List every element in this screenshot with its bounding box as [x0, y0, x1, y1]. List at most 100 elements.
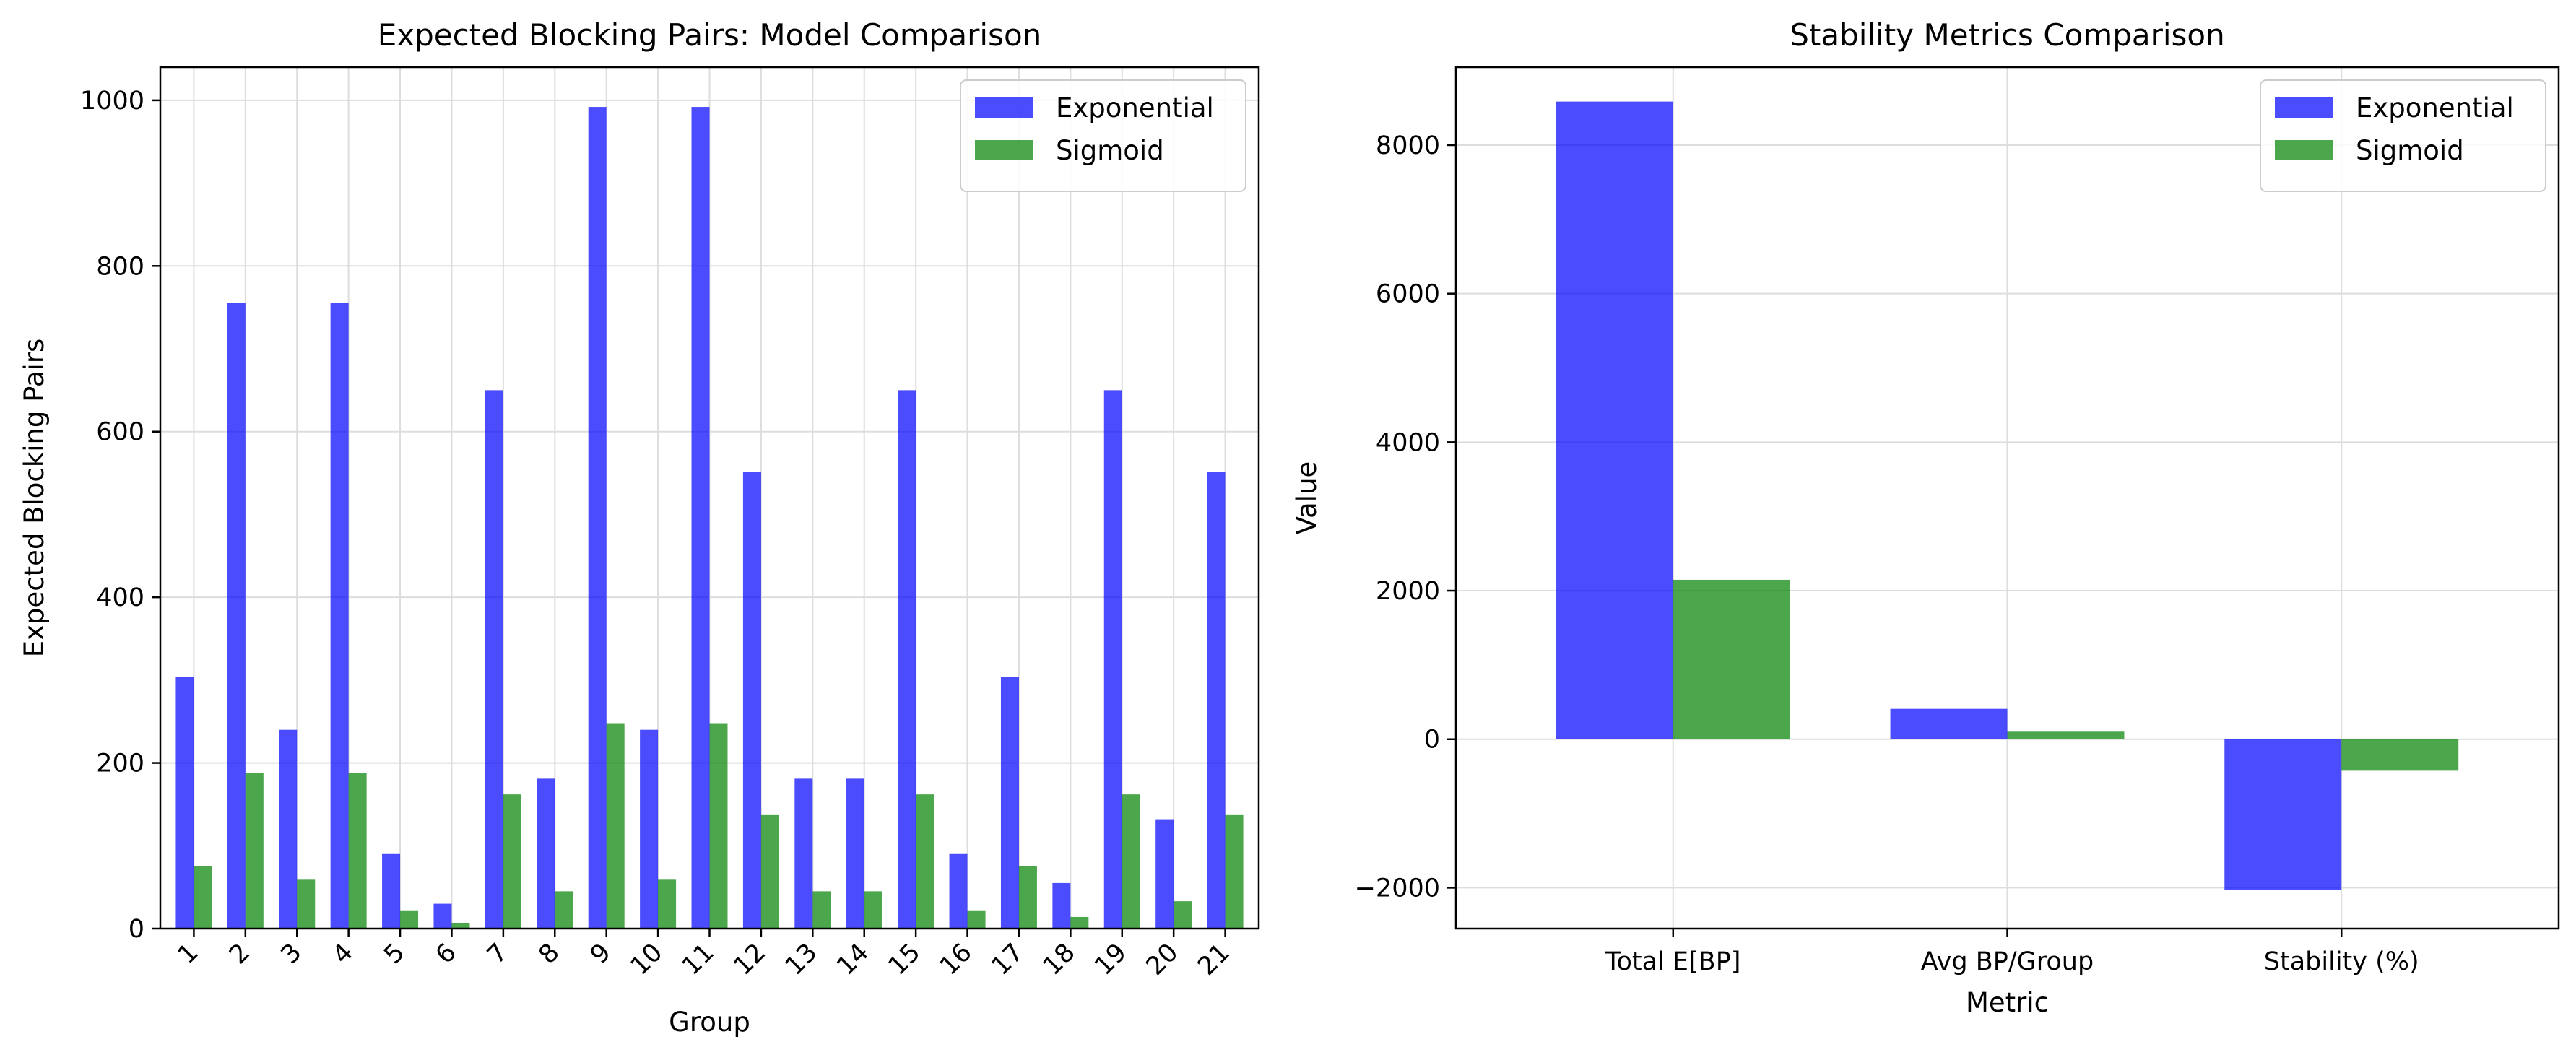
- bar-exponential-12: [742, 472, 761, 929]
- y-tick-label: 1000: [80, 87, 144, 116]
- bar-sigmoid-10: [658, 879, 677, 929]
- bar-exponential-20: [1155, 819, 1174, 929]
- x-tick-label: 18: [1038, 938, 1081, 981]
- bar-exponential-8: [537, 778, 555, 929]
- bar-exponential-21: [1207, 472, 1226, 929]
- x-tick-label: 5: [378, 938, 410, 970]
- legend-swatch-sigmoid: [975, 140, 1033, 160]
- bar-sigmoid-3: [297, 879, 316, 929]
- x-tick-label: 17: [986, 938, 1030, 981]
- x-tick-label: 1: [173, 938, 204, 970]
- legend-label-exponential: Exponential: [1056, 92, 1214, 123]
- bar-sigmoid-1: [194, 866, 212, 929]
- y-tick-label: 800: [96, 252, 144, 281]
- x-tick-label: Total E[BP]: [1605, 947, 1740, 976]
- x-tick-label: 3: [276, 938, 308, 970]
- bar-sigmoid-14: [864, 891, 882, 929]
- legend-label-sigmoid: Sigmoid: [1056, 135, 1164, 166]
- bar-sigmoid-3: [2341, 739, 2459, 771]
- bar-exponential-11: [691, 107, 710, 929]
- x-tick-label: 6: [430, 938, 462, 970]
- bar-exponential-7: [485, 390, 503, 929]
- bar-exponential-6: [433, 903, 452, 929]
- bar-sigmoid-2: [245, 773, 264, 929]
- bar-exponential-2: [1890, 708, 2008, 739]
- bar-exponential-2: [227, 303, 246, 929]
- bar-sigmoid-5: [400, 910, 419, 929]
- x-tick-label: 13: [780, 938, 823, 981]
- y-tick-label: 400: [96, 583, 144, 612]
- bar-exponential-3: [279, 729, 298, 929]
- bar-exponential-17: [1000, 677, 1019, 929]
- y-tick-label: 6000: [1376, 280, 1440, 309]
- chart-title: Stability Metrics Comparison: [1790, 17, 2224, 53]
- bar-exponential-13: [794, 778, 813, 929]
- bar-exponential-18: [1052, 882, 1071, 929]
- bar-sigmoid-13: [812, 891, 831, 929]
- x-tick-label: 19: [1089, 938, 1132, 981]
- bar-sigmoid-7: [503, 794, 521, 929]
- bar-exponential-19: [1103, 390, 1122, 929]
- y-tick-label: −2000: [1355, 874, 1440, 903]
- legend-swatch-sigmoid: [2275, 140, 2333, 160]
- x-axis-label: Metric: [1966, 987, 2049, 1018]
- bar-sigmoid-12: [760, 814, 779, 929]
- y-tick-label: 2000: [1376, 577, 1440, 606]
- bar-exponential-1: [1556, 101, 1673, 739]
- x-tick-label: Stability (%): [2264, 947, 2419, 976]
- bar-exponential-10: [640, 729, 659, 929]
- x-tick-label: 11: [677, 938, 720, 981]
- bar-exponential-9: [588, 107, 607, 929]
- y-tick-label: 8000: [1376, 131, 1440, 160]
- legend-label-exponential: Exponential: [2356, 92, 2514, 123]
- bar-exponential-3: [2224, 739, 2342, 890]
- bar-exponential-1: [175, 677, 194, 929]
- bar-sigmoid-21: [1225, 814, 1244, 929]
- x-tick-label: 4: [327, 938, 359, 970]
- x-tick-label: 10: [625, 938, 669, 981]
- y-tick-label: 4000: [1376, 428, 1440, 457]
- x-axis-label: Group: [669, 1007, 750, 1038]
- x-tick-label: 8: [534, 938, 565, 970]
- bar-sigmoid-8: [555, 891, 573, 929]
- x-tick-label: 16: [934, 938, 978, 981]
- bar-sigmoid-20: [1174, 901, 1192, 929]
- x-tick-label: 2: [224, 938, 256, 970]
- y-tick-label: 200: [96, 750, 144, 778]
- bar-sigmoid-19: [1122, 794, 1140, 929]
- x-tick-label: 20: [1141, 938, 1184, 981]
- y-tick-label: 600: [96, 418, 144, 447]
- bar-sigmoid-11: [709, 723, 728, 929]
- legend-label-sigmoid: Sigmoid: [2356, 135, 2464, 166]
- x-tick-label: 12: [728, 938, 771, 981]
- bar-sigmoid-15: [916, 794, 934, 929]
- x-tick-label: 14: [831, 938, 875, 981]
- bar-exponential-5: [382, 853, 401, 929]
- y-tick-label: 0: [1424, 726, 1440, 755]
- y-tick-label: 0: [129, 915, 144, 944]
- legend-swatch-exponential: [975, 97, 1033, 118]
- bar-sigmoid-16: [967, 910, 986, 929]
- bar-exponential-16: [949, 853, 968, 929]
- x-tick-label: 15: [883, 938, 927, 981]
- x-tick-label: Avg BP/Group: [1921, 947, 2094, 976]
- y-axis-label: Value: [1291, 461, 1322, 535]
- bar-sigmoid-6: [451, 922, 470, 929]
- bar-sigmoid-2: [2007, 731, 2125, 739]
- bar-exponential-15: [898, 390, 916, 929]
- x-tick-label: 7: [482, 938, 513, 970]
- bar-sigmoid-1: [1673, 579, 1790, 739]
- bar-exponential-14: [846, 778, 864, 929]
- x-tick-label: 21: [1192, 938, 1236, 981]
- x-tick-label: 9: [585, 938, 617, 970]
- chart-title: Expected Blocking Pairs: Model Compariso…: [378, 17, 1042, 53]
- bar-sigmoid-9: [606, 723, 625, 929]
- bar-sigmoid-18: [1070, 916, 1089, 929]
- legend-swatch-exponential: [2275, 97, 2333, 118]
- chart-right: −2000 0 2000 4000 6000 8000 Total E[BP] Avg BP/…: [1291, 17, 2560, 1018]
- bar-exponential-4: [330, 303, 349, 929]
- y-axis-label: Expected Blocking Pairs: [19, 339, 50, 658]
- bar-sigmoid-17: [1018, 866, 1037, 929]
